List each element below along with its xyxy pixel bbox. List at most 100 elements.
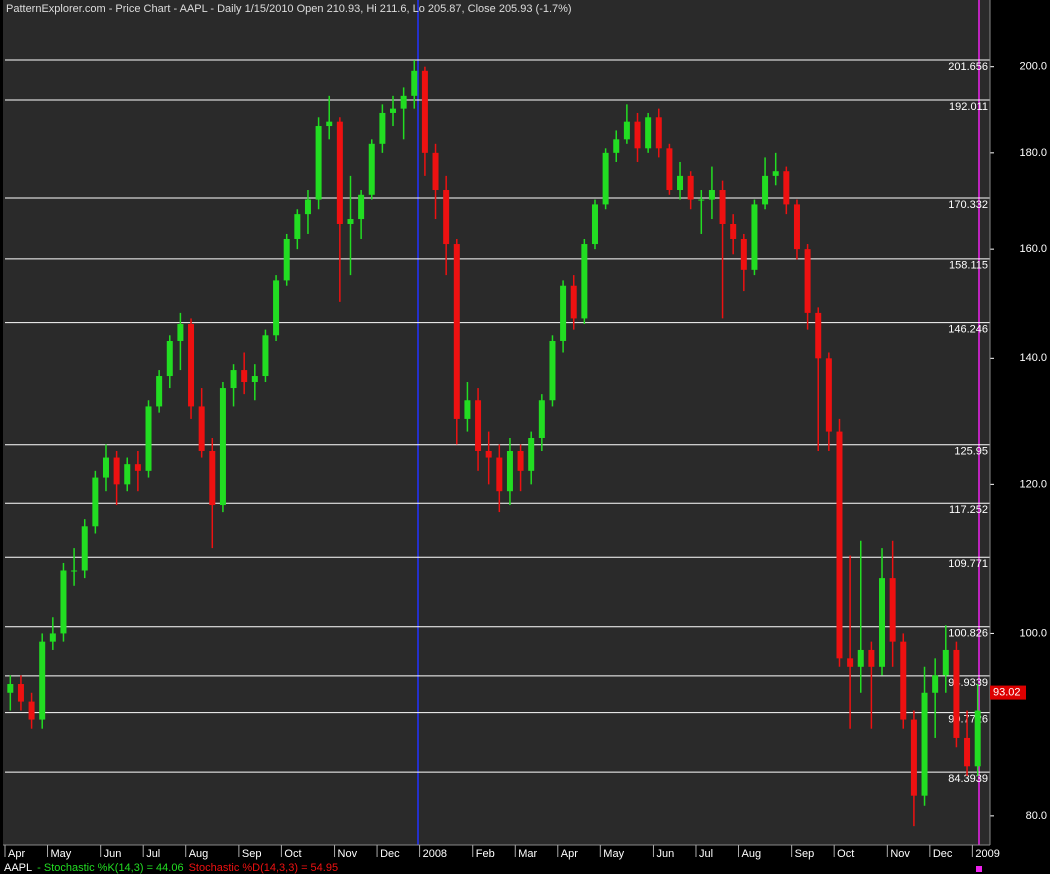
candle-body [549, 340, 556, 401]
level-label: 100.826 [948, 628, 988, 640]
candle-body [241, 370, 248, 383]
level-label: 146.246 [948, 324, 988, 336]
candle-body [28, 701, 35, 720]
candle-body [421, 70, 428, 153]
level-label: 117.252 [949, 504, 988, 516]
candle-body [230, 370, 237, 389]
candle-body [953, 649, 960, 738]
candle-body [390, 108, 397, 113]
candle-body [687, 175, 694, 200]
candle-body [198, 406, 205, 451]
candle-body [368, 143, 375, 195]
chart-title: PatternExplorer.com - Price Chart - AAPL… [6, 3, 572, 15]
x-tick-label: Aug [742, 848, 762, 860]
candle-body [804, 249, 811, 313]
candle-body [17, 684, 24, 702]
y-tick-label: 180.0 [1019, 147, 1047, 159]
candle-body [464, 400, 471, 419]
x-tick-label: Nov [338, 848, 358, 860]
last-price-box [990, 685, 1026, 700]
candle-body [762, 175, 769, 205]
candle-body [900, 641, 907, 720]
level-label: 158.115 [949, 260, 988, 272]
candle-body [166, 340, 173, 377]
candle-body [475, 400, 482, 451]
candle-body [71, 570, 78, 572]
x-tick-label: Sep [795, 848, 815, 860]
candle-body [496, 457, 503, 492]
y-tick-label: 80.0 [1026, 810, 1047, 822]
candle-body [560, 285, 567, 341]
candle-body [379, 112, 386, 144]
candle-body [942, 649, 949, 676]
candle-body [570, 285, 577, 319]
candle-body [719, 190, 726, 224]
candle-body [772, 171, 779, 176]
candle-body [783, 171, 790, 205]
candle-body [538, 400, 545, 439]
y-tick-label: 100.0 [1019, 627, 1047, 639]
candle-body [134, 464, 141, 471]
candle-body [623, 121, 630, 140]
candle-body [432, 152, 439, 191]
candle-body [730, 223, 737, 239]
y-tick-label: 120.0 [1019, 478, 1047, 490]
candle-body [188, 324, 195, 407]
y-tick-label: 160.0 [1019, 243, 1047, 255]
x-tick-label: Sep [242, 848, 262, 860]
candle-body [485, 450, 492, 458]
candle-body [81, 526, 88, 571]
x-tick-label: Dec [933, 848, 953, 860]
x-tick-label: Aug [189, 848, 209, 860]
candle-body [60, 570, 67, 634]
x-tick-label: 2009 [975, 848, 999, 860]
x-tick-label: Jun [656, 848, 674, 860]
x-tick-label: Oct [284, 848, 301, 860]
footer-label: AAPL [4, 862, 32, 874]
candle-body [645, 117, 652, 149]
level-label: 170.332 [948, 199, 988, 211]
candle-body [124, 464, 131, 485]
candle-body [315, 126, 322, 200]
candle-body [336, 121, 343, 224]
candle-body [400, 95, 407, 109]
candle-body [209, 450, 216, 506]
x-tick-label: May [51, 848, 72, 860]
candle-body [847, 658, 854, 667]
candle-body [453, 244, 460, 419]
candle-body [634, 121, 641, 149]
candle-body [602, 152, 609, 205]
candle-body [698, 199, 705, 201]
candle-body [879, 578, 886, 667]
x-tick-label: Apr [8, 848, 25, 860]
x-tick-label: 2008 [423, 848, 447, 860]
candle-body [92, 477, 99, 527]
candle-body [304, 199, 311, 215]
candle-body [294, 214, 301, 239]
candle-body [358, 194, 365, 220]
candle-body [347, 219, 354, 224]
candle-body [964, 737, 971, 767]
candle-body [932, 675, 939, 693]
candle-body [177, 324, 184, 341]
x-tick-label: May [603, 848, 624, 860]
candle-body [974, 710, 981, 767]
candle-body [7, 684, 14, 693]
candle-body [581, 244, 588, 319]
candle-body [219, 388, 226, 506]
cursor-marker [976, 866, 982, 872]
candle-body [326, 121, 333, 127]
candle-body [39, 641, 46, 720]
candle-body [517, 450, 524, 471]
candle-body [591, 204, 598, 245]
last-price-label: 93.02 [993, 686, 1021, 698]
level-label: 192.011 [949, 101, 988, 113]
candle-body [613, 139, 620, 153]
footer-label: - Stochastic %K(14,3) = 44.06 [37, 862, 183, 874]
candle-body [921, 692, 928, 796]
candle-body [708, 190, 715, 200]
candle-body [102, 457, 109, 478]
level-label: 109.771 [948, 558, 988, 570]
candle-body [113, 457, 120, 485]
